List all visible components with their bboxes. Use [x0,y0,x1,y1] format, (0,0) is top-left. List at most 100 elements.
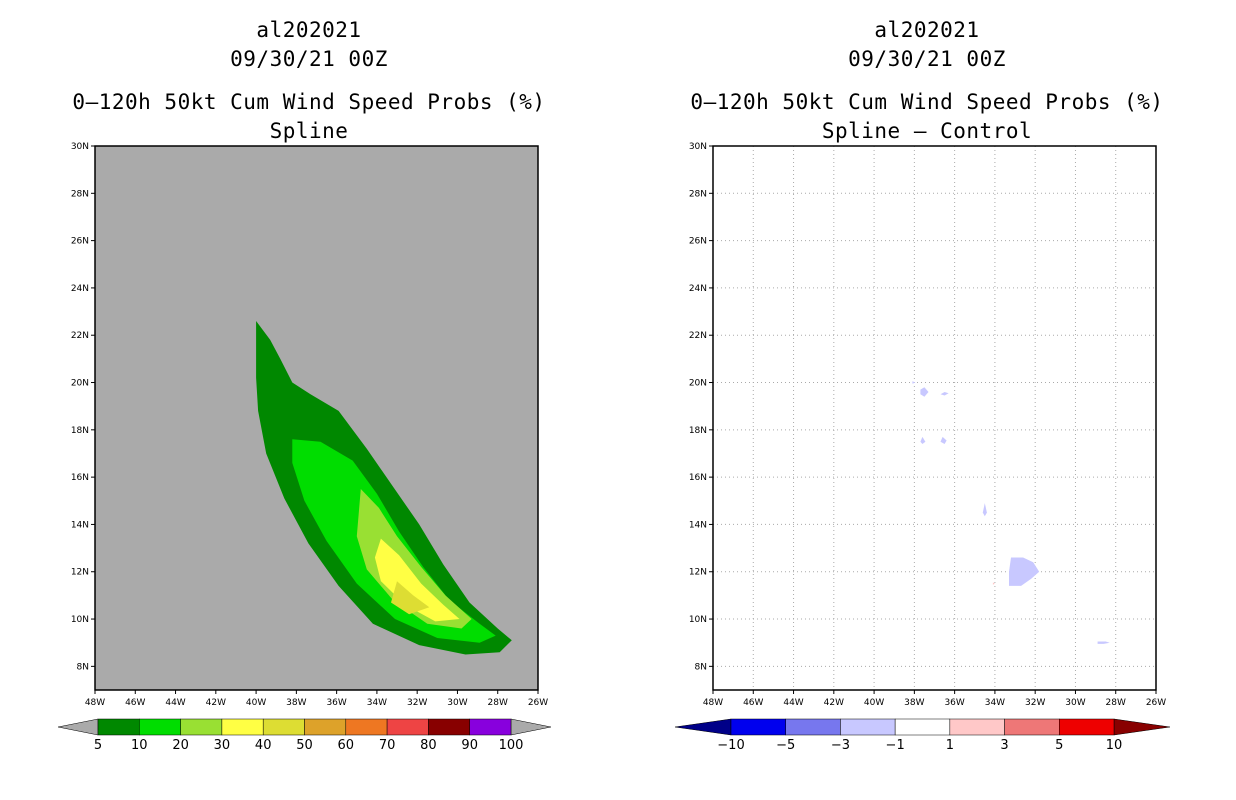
x-tick-label: 36W [326,698,346,708]
x-tick-label: 44W [165,698,185,708]
contour-level-1 [992,582,995,585]
contour-level-neg1 [912,381,916,384]
colorbar-swatch [180,718,223,736]
colorbar-label: 60 [338,738,355,753]
left-date: 09/30/21 00Z [230,47,388,71]
y-tick-label: 16N [689,473,707,483]
contour-level-30 [374,538,460,622]
contour-level-40 [391,581,430,615]
x-tick-label: 48W [85,698,105,708]
colorbar-label: 10 [131,738,148,753]
colorbar-label: 40 [255,738,272,753]
colorbar-swatch [1059,718,1115,736]
y-tick-label: 10N [689,615,707,625]
y-tick-label: 22N [71,331,89,341]
y-tick-label: 12N [71,568,89,578]
left-chart-title: 0–120h 50kt Cum Wind Speed Probs (%) [72,90,546,114]
colorbar-label: 70 [379,738,396,753]
y-tick-label: 18N [71,426,89,436]
right-storm-id: al202021 [874,18,980,42]
x-tick-label: 32W [1025,698,1045,708]
colorbar: 5 10 20 30 40 50 60 70 80 90 100 [57,718,552,753]
x-tick-label: 44W [783,698,803,708]
plot-frame [94,145,539,691]
y-tick-label: 26N [689,237,707,247]
left-chart-subtitle: Spline [269,119,349,143]
y-tick-label: 24N [71,284,89,294]
x-tick-label: 42W [824,698,844,708]
y-tick-label: 20N [689,379,707,389]
y-tick-label: 30N [71,142,89,152]
colorbar-swatch [469,718,512,736]
x-tick-label: 36W [944,698,964,708]
x-tick-label: 34W [367,698,387,708]
y-tick-label: 18N [689,426,707,436]
colorbar-label: 10 [1106,738,1123,753]
colorbar-swatch [785,718,841,736]
chart-panel-1: 48W 46W 44W 42W 40W 38W 36W 34W 32W 30W 28W 26W 8N 10… [57,142,552,753]
x-tick-label: 46W [743,698,763,708]
colorbar-label: 90 [461,738,478,753]
colorbar-swatch [262,718,305,736]
y-tick-label: 22N [689,331,707,341]
colorbar-label: 5 [94,738,102,753]
colorbar-label: 30 [214,738,231,753]
x-tick-label: 46W [125,698,145,708]
y-tick-label: 10N [71,615,89,625]
y-tick-label: 26N [71,237,89,247]
contour-level-neg1 [940,392,949,396]
x-tick-label: 38W [286,698,306,708]
colorbar-swatch [840,718,896,736]
colorbar-label: 1 [946,738,954,753]
colorbar-label: 20 [172,738,189,753]
plot-background [713,146,1156,690]
contour-level-neg1 [940,436,947,444]
x-tick-label: 40W [864,698,884,708]
colorbar-swatch [730,718,786,736]
colorbar-label: −3 [831,738,850,753]
x-tick-label: 42W [206,698,226,708]
y-tick-label: 16N [71,473,89,483]
plot-frame [712,145,1157,691]
contour-level-neg1 [1009,557,1040,586]
contour-level-20 [356,489,472,629]
x-tick-label: 48W [703,698,723,708]
contour-level-neg1 [920,436,926,444]
colorbar-swatch [139,718,181,736]
x-tick-label: 28W [488,698,508,708]
colorbar-label: 80 [420,738,437,753]
colorbar-over-triangle [1113,718,1171,736]
colorbar-swatch [894,718,951,736]
y-tick-label: 14N [689,520,707,530]
y-tick-label: 30N [689,142,707,152]
x-tick-label: 40W [246,698,266,708]
x-tick-label: 30W [1065,698,1085,708]
colorbar-under-triangle [57,718,99,736]
colorbar-label: 100 [499,738,524,753]
colorbar-swatch [304,718,347,736]
colorbar-under-triangle [674,718,732,736]
y-tick-label: 14N [71,520,89,530]
colorbar-swatch [386,718,429,736]
contour-level-neg1 [982,503,987,517]
colorbar-label: −5 [776,738,795,753]
y-tick-label: 28N [689,189,707,199]
y-tick-label: 28N [71,189,89,199]
colorbar-swatch [221,718,264,736]
y-tick-label: 8N [77,662,89,672]
colorbar-swatch [1004,718,1060,736]
y-tick-label: 24N [689,284,707,294]
colorbar-label: 5 [1055,738,1063,753]
contour-level-neg1 [1097,641,1110,644]
y-tick-label: 20N [71,379,89,389]
right-date: 09/30/21 00Z [848,47,1006,71]
left-storm-id: al202021 [256,18,362,42]
contour-level-neg1 [920,387,929,397]
x-tick-label: 34W [985,698,1005,708]
colorbar-swatch [949,718,1005,736]
colorbar-swatch [428,718,470,736]
colorbar-swatch [97,718,140,736]
right-chart-subtitle: Spline – Control [821,119,1033,143]
colorbar-over-triangle [510,718,552,736]
